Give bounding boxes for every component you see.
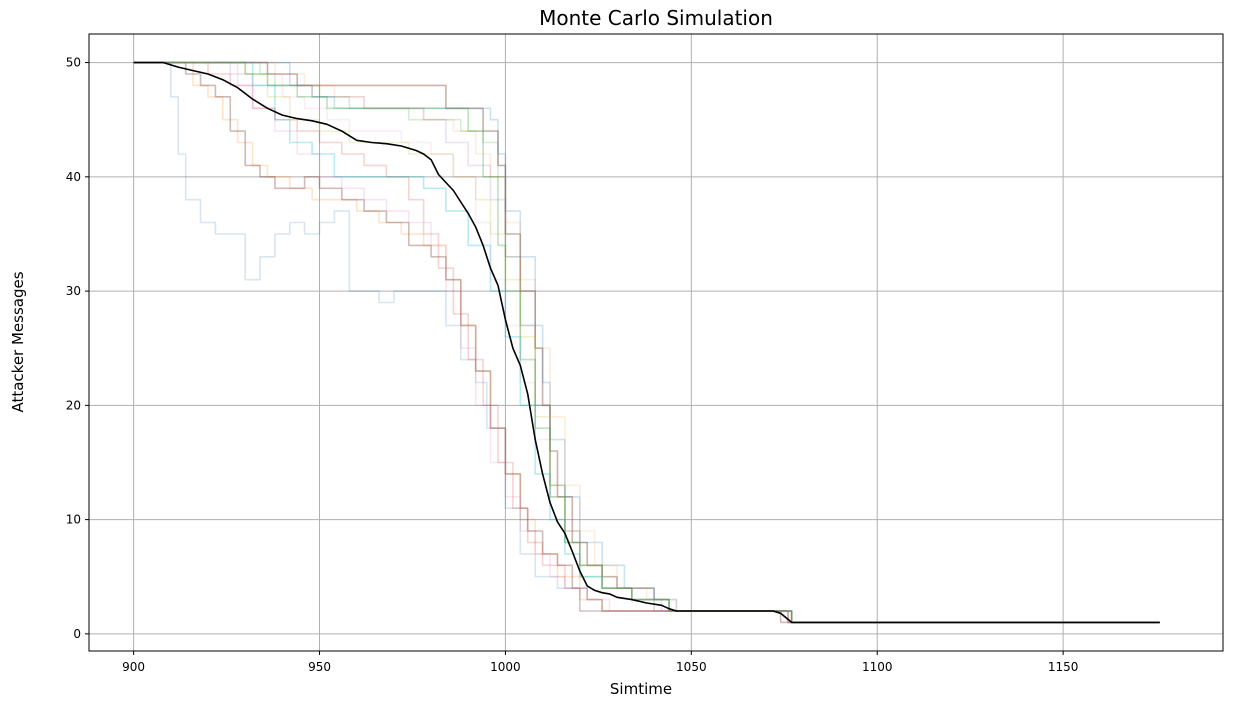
x-axis-ticks: 900 950 1000 1050 1100 1150 bbox=[122, 651, 1078, 674]
y-tick-label: 30 bbox=[66, 284, 81, 298]
simulation-run-line-11 bbox=[133, 61, 1160, 624]
simulation-run-line-8 bbox=[133, 61, 1160, 624]
y-axis-ticks: 0 10 20 30 40 50 bbox=[66, 56, 89, 641]
y-tick-label: 40 bbox=[66, 170, 81, 184]
x-tick-label: 1150 bbox=[1048, 660, 1079, 674]
series-lines bbox=[133, 61, 1160, 624]
y-tick-label: 0 bbox=[73, 627, 81, 641]
simulation-run-line-12 bbox=[133, 61, 1160, 624]
y-tick-label: 20 bbox=[66, 398, 81, 412]
x-tick-label: 900 bbox=[122, 660, 145, 674]
mean-run-line bbox=[133, 61, 1160, 624]
simulation-run-line-13 bbox=[133, 61, 1160, 624]
simulation-run-line-14 bbox=[133, 61, 1160, 624]
simulation-run-line-1 bbox=[133, 61, 1160, 624]
y-tick-label: 10 bbox=[66, 513, 81, 527]
simulation-run-line-5 bbox=[133, 61, 1160, 624]
simulation-run-line-9 bbox=[133, 61, 1160, 624]
simulation-run-line-7 bbox=[133, 61, 1160, 624]
simulation-run-line-10 bbox=[133, 61, 1160, 624]
y-tick-label: 50 bbox=[66, 56, 81, 70]
x-tick-label: 1100 bbox=[862, 660, 893, 674]
simulation-run-line-3 bbox=[133, 61, 1160, 624]
simulation-run-line-4 bbox=[133, 61, 1160, 624]
simulation-run-line-6 bbox=[133, 61, 1160, 624]
simulation-run-line-2 bbox=[133, 61, 1160, 624]
grid-lines bbox=[89, 34, 1223, 651]
mean-line bbox=[133, 61, 1160, 624]
x-tick-label: 1050 bbox=[676, 660, 707, 674]
x-axis-label: Simtime bbox=[610, 680, 672, 698]
plot-frame bbox=[88, 33, 1224, 652]
y-axis-label: Attacker Messages bbox=[9, 271, 27, 412]
x-tick-label: 950 bbox=[308, 660, 331, 674]
x-tick-label: 1000 bbox=[490, 660, 521, 674]
chart-title: Monte Carlo Simulation bbox=[539, 6, 773, 30]
